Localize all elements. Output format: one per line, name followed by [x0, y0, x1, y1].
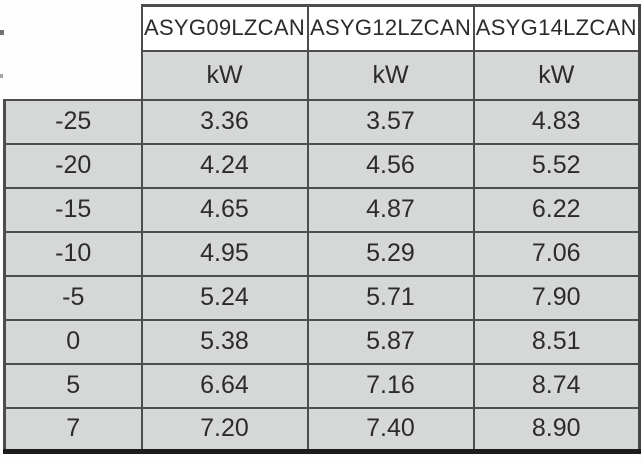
value-cell: 8.74	[472, 362, 641, 409]
value-cell: 4.56	[306, 142, 475, 189]
value-cell: 5.29	[306, 230, 475, 277]
table-row: 0 5.38 5.87 8.51	[3, 318, 641, 365]
blank-corner-cell	[4, 5, 142, 51]
value-cell: 6.64	[140, 362, 309, 409]
value-cell: 5.87	[306, 318, 475, 365]
temp-cell: -5	[3, 274, 143, 321]
table-row: -25 3.36 3.57 4.83	[3, 98, 641, 145]
temp-cell: 5	[3, 362, 143, 409]
unit-cell: kW	[472, 49, 641, 101]
value-cell: 5.38	[140, 318, 309, 365]
table-row: -15 4.65 4.87 6.22	[3, 186, 641, 233]
table-row: -10 4.95 5.29 7.06	[3, 230, 641, 277]
value-cell: 7.90	[472, 274, 641, 321]
scan-artifact	[0, 74, 3, 78]
table-row: 5 6.64 7.16 8.74	[3, 362, 641, 409]
value-cell: 4.65	[140, 186, 309, 233]
unit-cell: kW	[140, 49, 309, 101]
value-cell: 6.22	[472, 186, 641, 233]
value-cell: 4.83	[472, 98, 641, 145]
value-cell: 8.51	[472, 318, 641, 365]
table-row: 7 7.20 7.40 8.90	[3, 406, 641, 454]
value-cell: 5.71	[306, 274, 475, 321]
value-cell: 4.87	[306, 186, 475, 233]
value-cell: 3.36	[140, 98, 309, 145]
value-cell: 7.16	[306, 362, 475, 409]
blank-corner-cell	[4, 50, 142, 100]
temp-cell: 7	[3, 406, 143, 454]
temp-cell: -20	[3, 142, 143, 189]
temp-cell: 0	[3, 318, 143, 365]
unit-header-row: kW kW kW	[4, 49, 641, 101]
value-cell: 4.95	[140, 230, 309, 277]
value-cell: 4.24	[140, 142, 309, 189]
value-cell: 5.52	[472, 142, 641, 189]
model-header-row: ASYG09LZCAN ASYG12LZCAN ASYG14LZCAN	[4, 4, 641, 52]
value-cell: 8.90	[472, 406, 641, 454]
value-cell: 7.06	[472, 230, 641, 277]
value-cell: 3.57	[306, 98, 475, 145]
table-row: -5 5.24 5.71 7.90	[3, 274, 641, 321]
column-header-asyg12: ASYG12LZCAN	[306, 4, 475, 52]
capacity-table: ASYG09LZCAN ASYG12LZCAN ASYG14LZCAN kW k…	[3, 4, 641, 454]
temp-cell: -25	[3, 98, 143, 145]
table-row: -20 4.24 4.56 5.52	[3, 142, 641, 189]
column-header-asyg09: ASYG09LZCAN	[140, 4, 309, 52]
temp-cell: -10	[3, 230, 143, 277]
unit-cell: kW	[306, 49, 475, 101]
column-header-asyg14: ASYG14LZCAN	[472, 4, 641, 52]
scan-artifact	[0, 30, 4, 35]
value-cell: 7.20	[140, 406, 309, 454]
value-cell: 5.24	[140, 274, 309, 321]
value-cell: 7.40	[306, 406, 475, 454]
temp-cell: -15	[3, 186, 143, 233]
